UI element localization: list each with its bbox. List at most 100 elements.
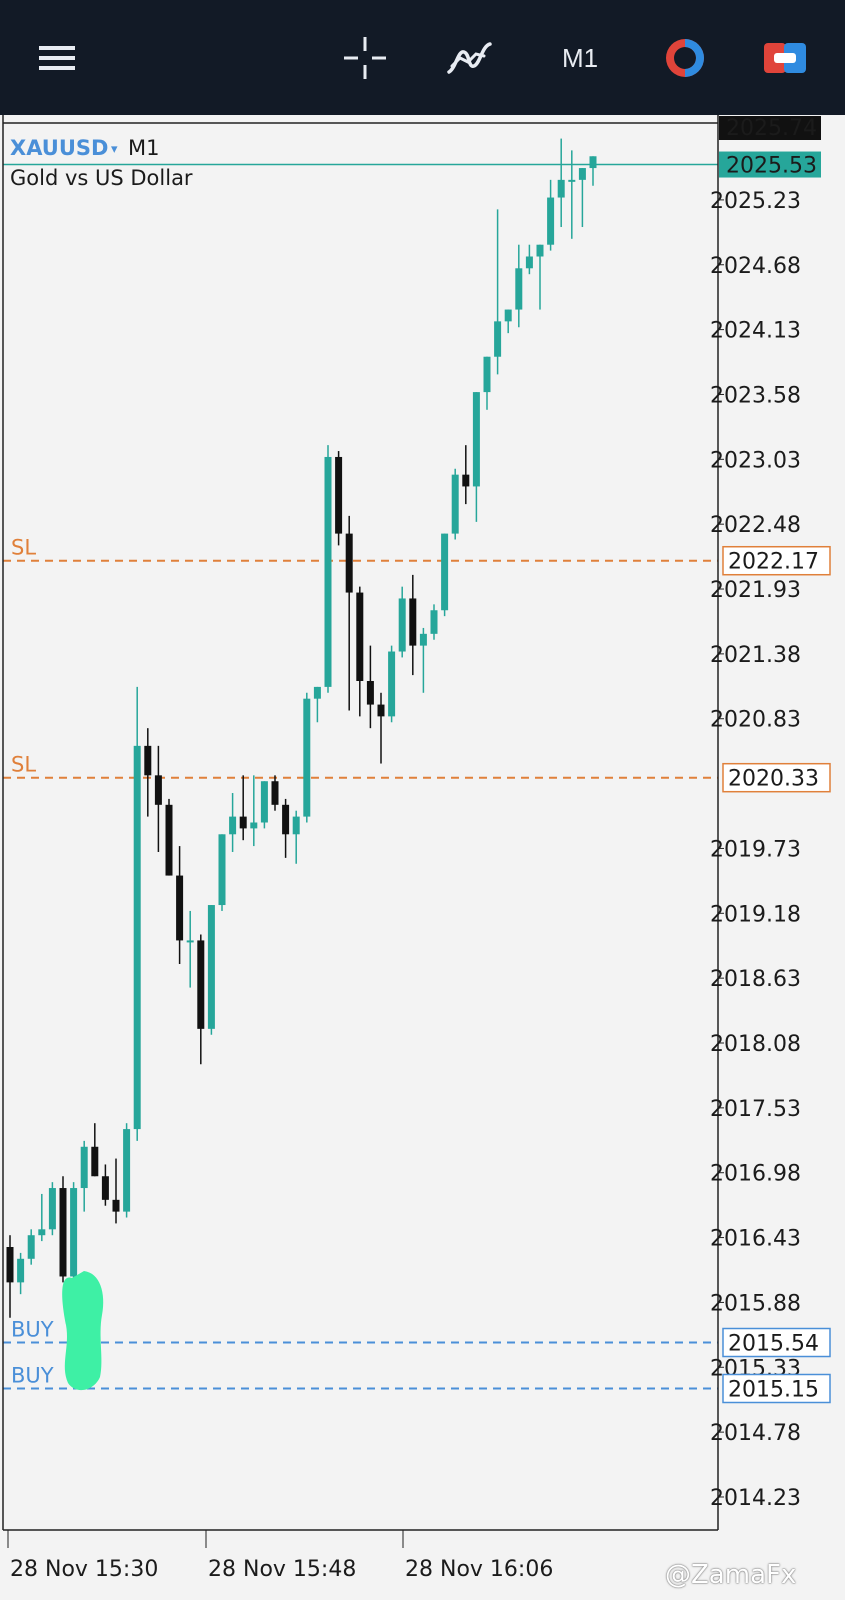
sl-level-label: SL xyxy=(11,753,36,777)
candle-body xyxy=(80,1146,88,1189)
candle-body xyxy=(589,156,597,169)
bid-price-tag xyxy=(719,116,821,140)
price-tick-label: 2018.08 xyxy=(710,1032,801,1057)
hamburger-menu-icon[interactable] xyxy=(30,28,84,88)
buy-price-tag xyxy=(722,1327,831,1358)
candle-body xyxy=(101,1176,109,1200)
price-tick-label: 2017.53 xyxy=(710,1097,801,1122)
candle-body xyxy=(483,356,491,393)
candle-body xyxy=(17,1258,25,1283)
price-tick-label: 2014.78 xyxy=(710,1421,801,1446)
candle-body xyxy=(27,1235,35,1259)
price-tick-label: 2025.23 xyxy=(710,189,801,214)
crosshair-icon[interactable] xyxy=(335,28,395,88)
candle-body xyxy=(451,474,459,534)
time-tick-label: 28 Nov 15:48 xyxy=(208,1557,356,1582)
ask-price-tag xyxy=(719,151,821,178)
candle-body xyxy=(303,698,311,817)
price-tick-label: 2019.18 xyxy=(710,902,801,927)
sl-price-tag xyxy=(722,545,831,576)
candle-body xyxy=(123,1129,131,1212)
time-axis: 28 Nov 15:30 28 Nov 15:48 28 Nov 16:06 xyxy=(7,1530,553,1582)
price-tick-label: 2014.23 xyxy=(710,1486,801,1511)
price-tick-label: 2016.98 xyxy=(710,1162,801,1187)
price-tick-label: 2024.13 xyxy=(710,319,801,344)
price-tick-label: 2015.88 xyxy=(710,1291,801,1316)
candle-body xyxy=(59,1188,67,1277)
candle-body xyxy=(112,1199,120,1212)
symbol-timeframe: M1 xyxy=(128,136,159,160)
price-tick-label: 2019.73 xyxy=(710,837,801,862)
price-axis: 2025.23 2024.68 2024.13 2023.58 2023.03 2022.… xyxy=(710,189,801,1511)
candle-body xyxy=(324,456,332,687)
ask-price-label: 2025.53 xyxy=(726,154,817,179)
candle-body xyxy=(229,816,237,835)
sl-level-label: SL xyxy=(11,536,36,560)
candle-body xyxy=(578,168,586,180)
candle-body xyxy=(335,456,343,534)
sl-price-tag-label: 2022.17 xyxy=(728,550,819,575)
price-tick-label: 2020.83 xyxy=(710,708,801,733)
price-tick-label: 2021.93 xyxy=(710,578,801,603)
candle-body xyxy=(271,781,279,805)
sl-price-tag-label: 2020.33 xyxy=(728,767,819,792)
candle-body xyxy=(504,309,512,322)
candle-body xyxy=(250,822,258,829)
watermark: @ZamaFx xyxy=(665,1560,797,1590)
candle-body xyxy=(525,256,533,269)
candle-body xyxy=(568,179,576,182)
price-tick-label: 2024.68 xyxy=(710,254,801,279)
chart-background xyxy=(0,115,845,1600)
candle-body xyxy=(441,533,449,611)
candle-body xyxy=(176,875,184,941)
price-tick-label: 2018.63 xyxy=(710,967,801,992)
price-chart[interactable]: SL SL BUY BUY 2025.23 2024.68 2024.13 2023.58 2… xyxy=(0,115,845,1600)
candle-body xyxy=(494,321,502,357)
candle-body xyxy=(186,940,194,943)
candle-body xyxy=(91,1146,99,1177)
candle-body xyxy=(377,704,385,717)
price-tick-label: 2016.43 xyxy=(710,1227,801,1252)
symbol-info: XAUUSD ▾ M1 Gold vs US Dollar xyxy=(10,136,193,190)
candle-body xyxy=(536,244,544,257)
buy-price-tag xyxy=(722,1373,831,1404)
candle-body xyxy=(292,816,300,835)
candle-body xyxy=(409,598,417,646)
price-tags: 2022.17 2020.33 2015.54 2015.15 2025.74 2025.… xyxy=(719,116,831,1404)
candle-body xyxy=(398,598,406,652)
price-tick-label: 2023.03 xyxy=(710,448,801,473)
candle-body xyxy=(207,905,215,1029)
candle-body xyxy=(144,745,152,776)
candle-body xyxy=(462,474,470,487)
indicators-icon[interactable] xyxy=(440,28,500,88)
candle-body xyxy=(48,1188,56,1230)
candle-body xyxy=(419,633,427,646)
timeframe-button[interactable]: M1 xyxy=(545,28,615,88)
order-levels: SL SL BUY BUY xyxy=(3,536,718,1390)
candle-body xyxy=(239,816,247,829)
candle-body xyxy=(70,1188,78,1277)
trade-icon[interactable] xyxy=(755,28,815,88)
candles xyxy=(6,138,597,1318)
bid-price-label: 2025.74 xyxy=(726,116,817,141)
symbol-dropdown-icon[interactable]: ▾ xyxy=(111,142,118,157)
symbol-name[interactable]: XAUUSD xyxy=(10,136,108,160)
candle-body xyxy=(345,533,353,593)
timeframe-label: M1 xyxy=(561,42,599,73)
candle-body xyxy=(260,781,268,823)
redaction-mark xyxy=(62,1271,104,1391)
time-tick-label: 28 Nov 16:06 xyxy=(405,1557,553,1582)
time-tick-label: 28 Nov 15:30 xyxy=(10,1557,158,1582)
candle-body xyxy=(547,197,555,245)
candle-body xyxy=(165,804,173,876)
sl-price-tag xyxy=(722,762,831,793)
candle-body xyxy=(6,1247,14,1283)
candle-body xyxy=(282,804,290,835)
candle-body xyxy=(197,940,205,1029)
objects-icon[interactable] xyxy=(655,28,715,88)
candle-body xyxy=(472,392,480,487)
price-tick-label: 2021.38 xyxy=(710,643,801,668)
symbol-description: Gold vs US Dollar xyxy=(10,166,193,190)
price-tick-label: 2022.48 xyxy=(710,513,801,538)
